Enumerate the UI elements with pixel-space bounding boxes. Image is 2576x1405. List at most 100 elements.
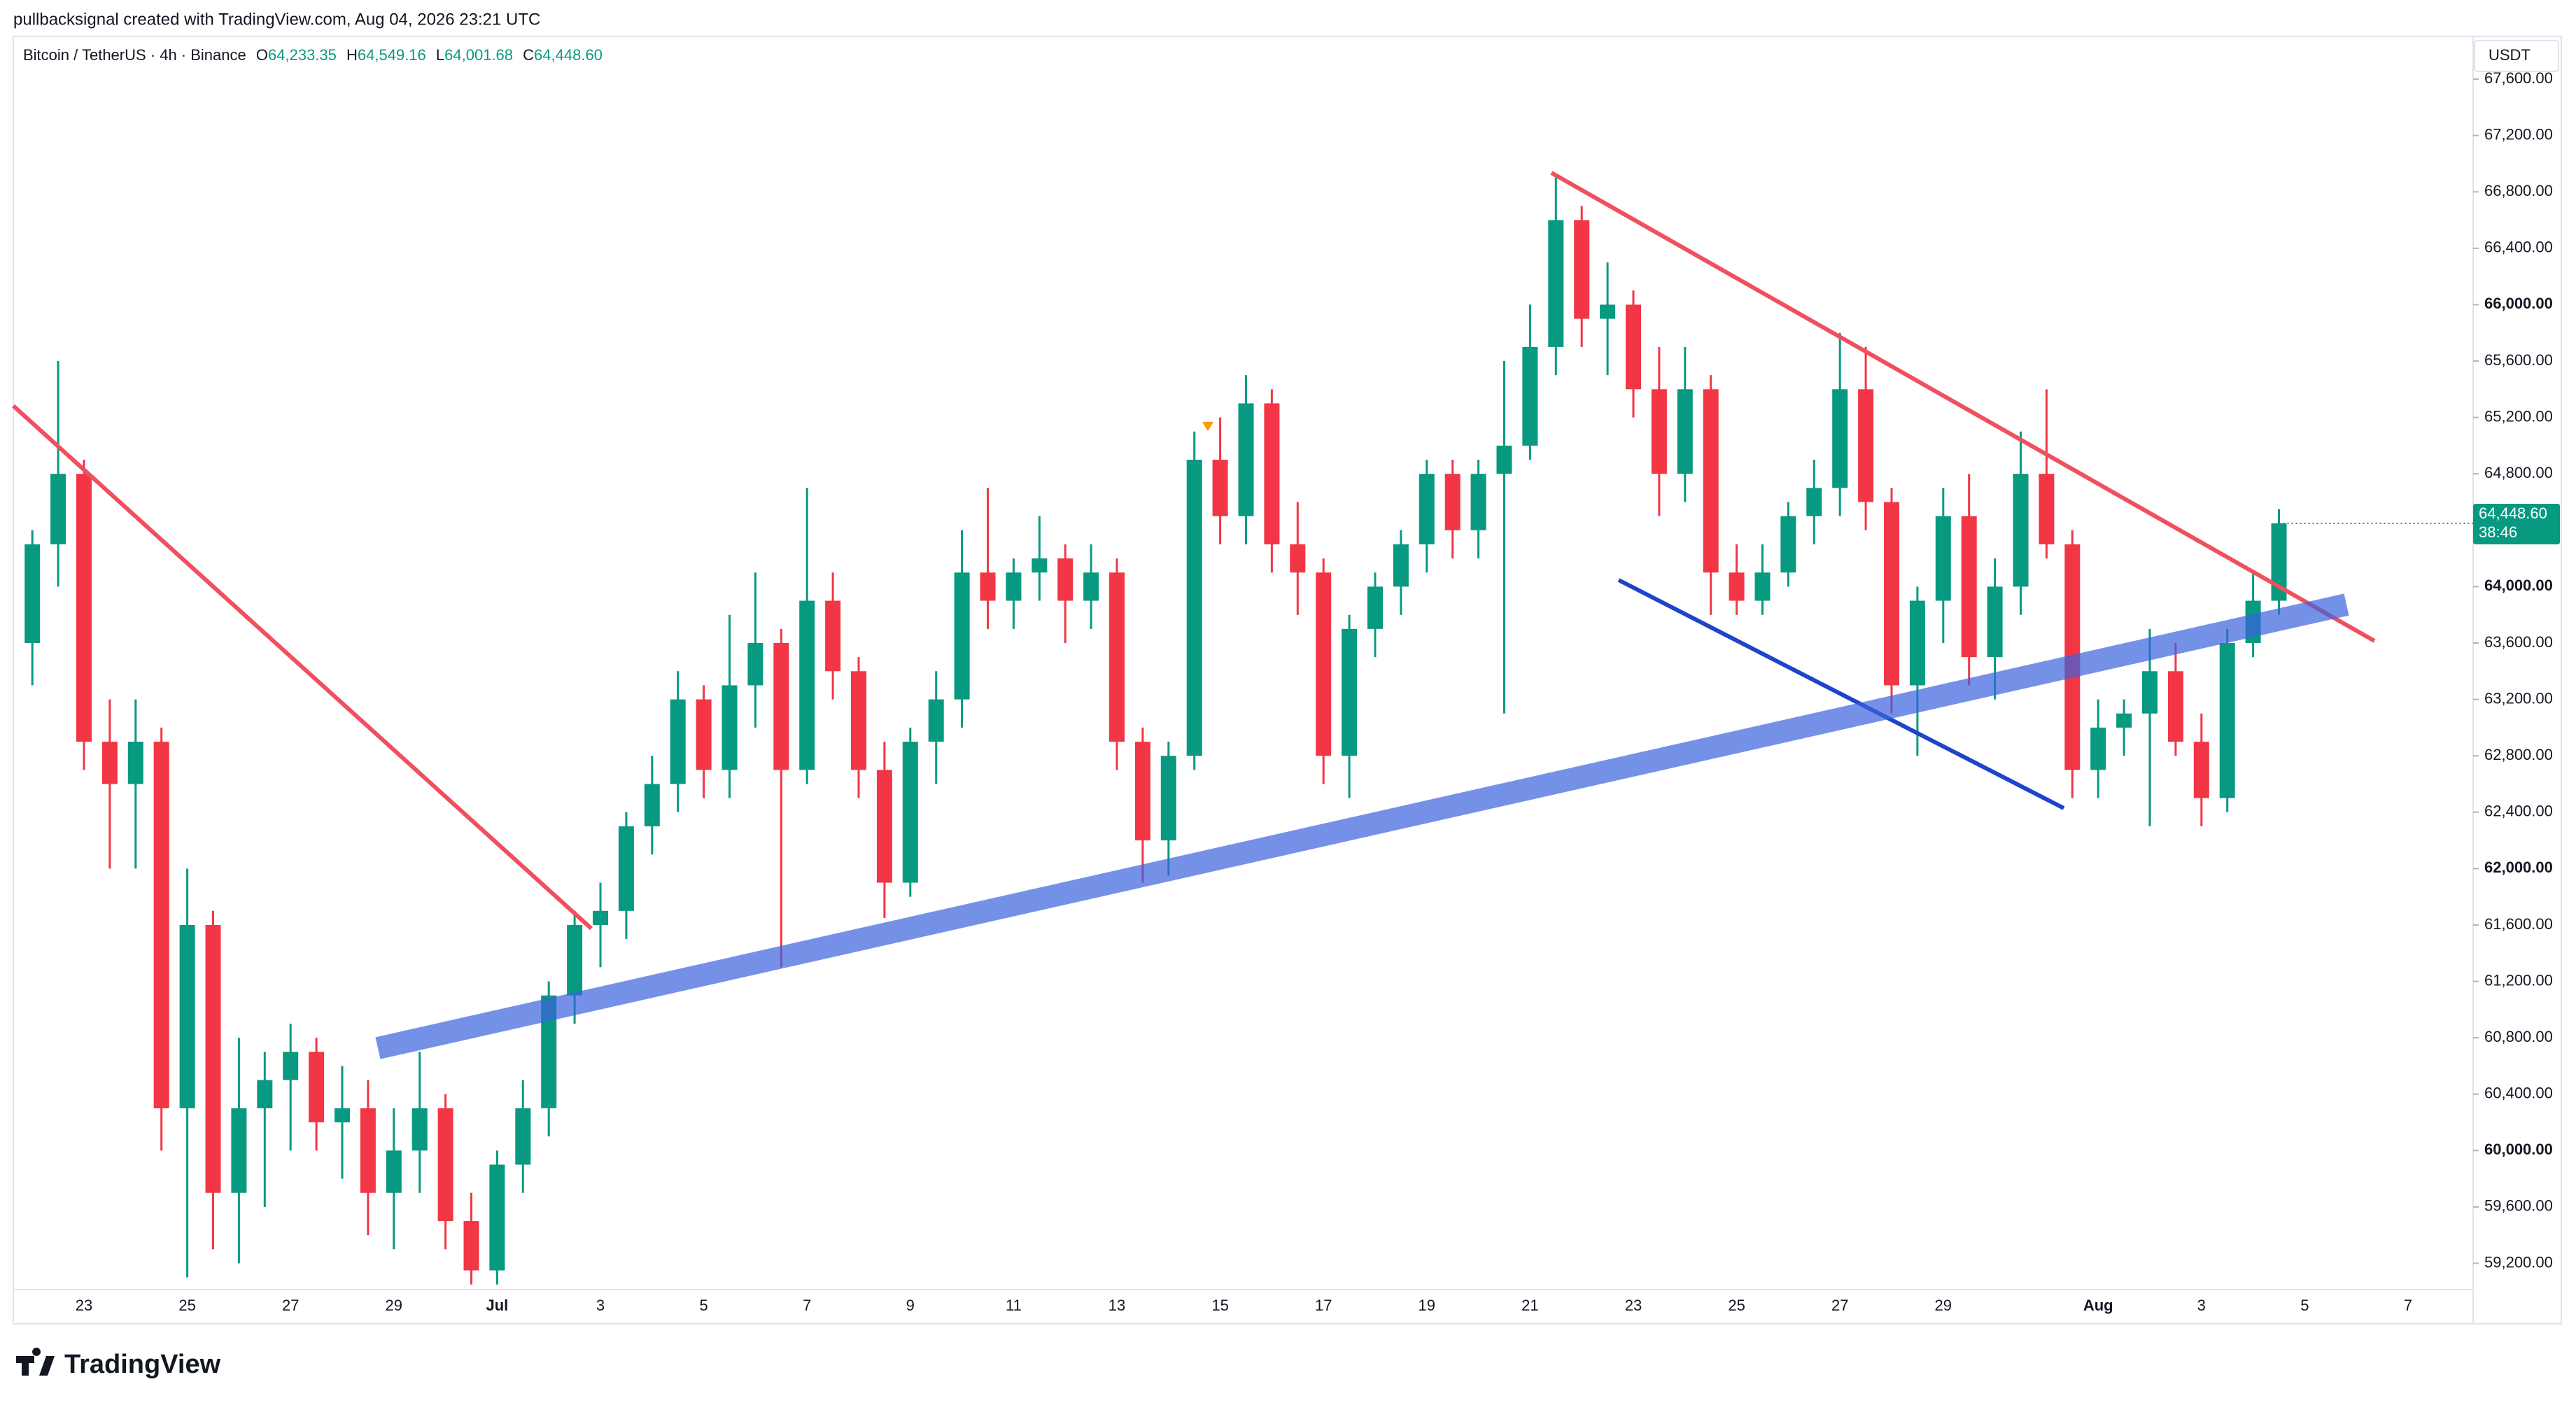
candle-body — [902, 742, 918, 883]
currency-box[interactable] — [2474, 40, 2559, 72]
candle-body — [1032, 558, 1048, 573]
y-tick-label: 64,800.00 — [2484, 464, 2553, 481]
candle-body — [2219, 642, 2235, 798]
ohlc-label: L — [436, 46, 444, 64]
candle-body — [2271, 523, 2287, 601]
candle-body — [2167, 671, 2183, 742]
candle-body — [1729, 572, 1745, 601]
trend-line[interactable] — [1550, 171, 2376, 643]
trend-line[interactable] — [11, 404, 593, 931]
candle-body — [101, 742, 118, 784]
candle-body — [2116, 713, 2132, 728]
candle-body — [1626, 304, 1641, 390]
candle-body — [1574, 220, 1590, 319]
candle-body — [1522, 346, 1538, 446]
candle-body — [1444, 474, 1461, 530]
candle-body — [980, 572, 996, 601]
candle-body — [437, 1108, 453, 1222]
candle-body — [1057, 558, 1074, 601]
candle-body — [1006, 572, 1022, 601]
candle-body — [179, 924, 195, 1108]
candle-body — [618, 826, 634, 911]
x-tick-label: 27 — [282, 1297, 299, 1314]
candle-body — [1342, 628, 1358, 756]
x-tick-label: 23 — [1625, 1297, 1642, 1314]
candle-body — [1884, 502, 1899, 686]
y-tick-label: 65,200.00 — [2484, 407, 2553, 425]
x-tick-label: 29 — [1935, 1297, 1952, 1314]
candle-body — [205, 924, 221, 1193]
candle-body — [1134, 742, 1150, 841]
y-tick-label: 62,400.00 — [2484, 803, 2553, 820]
candle-body — [127, 742, 143, 784]
candle-body — [1238, 403, 1254, 516]
candle-body — [1909, 600, 1925, 686]
ohlc-value: 64,549.16 — [358, 46, 426, 64]
candle-body — [283, 1052, 299, 1080]
y-tick-label: 66,000.00 — [2484, 295, 2553, 312]
candle-body — [541, 995, 557, 1108]
candle-body — [1109, 572, 1125, 742]
x-tick-label: 7 — [803, 1297, 811, 1314]
y-tick-label: 60,800.00 — [2484, 1028, 2553, 1045]
candle-body — [799, 600, 815, 770]
attribution: pullbacksignal created with TradingView.… — [13, 10, 540, 29]
ohlc-value: 64,448.60 — [534, 46, 603, 64]
y-tick-label: 63,600.00 — [2484, 633, 2553, 651]
x-tick-label: 11 — [1006, 1297, 1022, 1314]
candle-body — [773, 642, 789, 770]
candle-body — [50, 474, 66, 544]
symbol-info: Bitcoin / TetherUS · 4h · Binance O64,23… — [23, 46, 603, 64]
candle-body — [335, 1108, 350, 1123]
trend-line[interactable] — [1617, 578, 2065, 810]
candle-body — [825, 600, 841, 672]
candle-body — [1419, 474, 1435, 544]
candle-body — [153, 742, 169, 1108]
candles — [24, 178, 2287, 1285]
candle-body — [257, 1080, 273, 1108]
candle-body — [1212, 460, 1228, 516]
candle-body — [876, 770, 892, 883]
candle-body — [1987, 586, 2003, 658]
drawings — [11, 171, 2376, 1059]
candle-body — [1160, 756, 1176, 841]
candle-body — [2039, 474, 2055, 544]
x-tick-label: 7 — [2404, 1297, 2412, 1314]
candle-body — [1393, 544, 1409, 587]
currency: USDT — [2489, 46, 2531, 64]
candle-body — [928, 699, 944, 742]
support-band[interactable] — [375, 593, 2349, 1059]
candle-body — [1290, 544, 1306, 573]
y-tick-label: 65,600.00 — [2484, 351, 2553, 369]
candle-body — [1367, 586, 1383, 629]
signal-marker — [1810, 496, 1822, 505]
candle-body — [1703, 389, 1719, 573]
ohlc-label: H — [346, 46, 358, 64]
candle-body — [1264, 403, 1280, 544]
x-tick-label: 23 — [76, 1297, 92, 1314]
chart-frame — [13, 36, 2562, 1325]
candle-body — [2193, 742, 2209, 798]
candle-body — [593, 910, 608, 925]
y-tick-label: 64,000.00 — [2484, 577, 2553, 594]
x-tick-label: 3 — [2197, 1297, 2206, 1314]
candle-body — [515, 1108, 531, 1165]
y-tick-label: 66,800.00 — [2484, 182, 2553, 199]
axes: 59,200.00 59,600.00 60,000.00 60,400.00 60,8… — [76, 69, 2560, 1314]
x-tick-label: Jul — [486, 1297, 509, 1314]
candle-body — [2013, 474, 2029, 587]
ohlc-value: 64,001.68 — [444, 46, 513, 64]
y-tick-label: 60,400.00 — [2484, 1085, 2553, 1102]
last-price-label: 64,448.60 — [2479, 504, 2547, 522]
candle-body — [1083, 572, 1099, 601]
candle-body — [1858, 389, 1874, 502]
x-tick-label: 25 — [1728, 1297, 1745, 1314]
candle-body — [1832, 389, 1848, 488]
candle-body — [747, 642, 763, 686]
candle-body — [722, 685, 738, 770]
candle-body — [1780, 516, 1796, 573]
x-tick-label: 25 — [178, 1297, 195, 1314]
x-tick-label: 29 — [386, 1297, 402, 1314]
